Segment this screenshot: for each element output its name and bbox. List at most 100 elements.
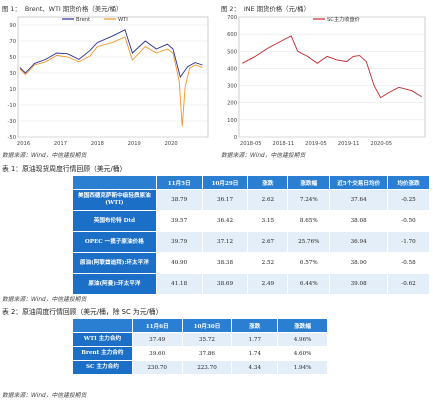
table-cell: 3.15 bbox=[247, 210, 289, 232]
table-cell: 6.44% bbox=[287, 273, 331, 295]
table2-source: 数据来源：Wind，中信建投期货 bbox=[2, 393, 87, 399]
table-cell: -0.62 bbox=[387, 273, 430, 295]
row-label: 美国西德克萨斯中级轻质原油 (WTI) bbox=[72, 189, 157, 211]
figure1-title-text: Brent、WTI 期货价格（美元/桶） bbox=[24, 5, 123, 13]
table-cell: 1.94% bbox=[277, 360, 328, 375]
table-cell: 39.60 bbox=[131, 346, 183, 361]
y-tick-label: 300 bbox=[227, 84, 237, 90]
figure1-label: 图 1： bbox=[2, 5, 21, 13]
y-tick-label: 700 bbox=[227, 15, 237, 21]
x-tick-label: 2018-11 bbox=[273, 141, 295, 147]
series-line bbox=[19, 29, 203, 79]
table2-body: WTI 主力合约 37.49 35.72 1.77 4.96% Brent 主力合约 39.… bbox=[72, 332, 328, 375]
row-label: WTI 主力合约 bbox=[72, 332, 133, 347]
column-header: 均价涨跌 bbox=[387, 175, 430, 190]
figure1-title: 图 1： Brent、WTI 期货价格（美元/桶） bbox=[2, 4, 122, 13]
plot-area bbox=[17, 16, 209, 138]
table-cell: 4.60% bbox=[277, 346, 328, 361]
table-cell: 6.57% bbox=[287, 252, 331, 274]
table-cell: 230.70 bbox=[131, 360, 183, 375]
table-cell: 4.96% bbox=[277, 332, 328, 347]
column-header: 10月29日 bbox=[201, 175, 249, 190]
row-label: 英国布伦特 Dtd bbox=[72, 210, 157, 232]
table-cell: 38.38 bbox=[201, 252, 249, 274]
table-row: 原油(阿曼):环太平洋 41.18 38.69 2.49 6.44% 39.08 -0.62 bbox=[72, 273, 430, 295]
figure1-source: 数据来源：Wind，中信建投期货 bbox=[2, 153, 87, 159]
row-label: SC 主力合约 bbox=[72, 360, 133, 375]
x-tick-label: 2018-05 bbox=[240, 141, 262, 147]
column-header: 涨跌 bbox=[231, 318, 279, 333]
table-cell: 37.64 bbox=[329, 189, 389, 211]
table-cell: 39.79 bbox=[155, 231, 203, 253]
table-cell: 36.42 bbox=[201, 210, 249, 232]
x-tick-label: 2019 bbox=[128, 141, 141, 147]
table1-body: 美国西德克萨斯中级轻质原油 (WTI) 38.79 36.17 2.62 7.24% 37… bbox=[72, 189, 430, 295]
y-tick-label: -30 bbox=[8, 119, 16, 125]
column-header bbox=[72, 318, 133, 333]
table-row: 原油(阿联酋迪拜):环太平洋 40.90 38.38 2.52 6.57% 38.90 -0… bbox=[72, 252, 430, 274]
y-tick-label: -50 bbox=[8, 135, 16, 141]
row-label: 原油(阿联酋迪拜):环太平洋 bbox=[72, 252, 157, 274]
table-cell: 35.72 bbox=[181, 332, 233, 347]
y-tick-label: 50 bbox=[9, 55, 16, 61]
table1-header-row: 11月5日 10月29日 涨跌 涨跌幅 近5个交易日均价 均价涨跌 bbox=[72, 175, 430, 190]
x-tick-label: 2016 bbox=[17, 141, 30, 147]
y-tick-label: 600 bbox=[227, 32, 237, 38]
table-cell: 39.08 bbox=[329, 273, 389, 295]
y-tick-label: 90 bbox=[9, 23, 16, 29]
table-cell: 2.52 bbox=[247, 252, 289, 274]
table-cell: 25.76% bbox=[287, 231, 331, 253]
table-cell: 4.34 bbox=[231, 360, 279, 375]
row-label: 原油(阿曼):环太平洋 bbox=[72, 273, 157, 295]
series-line bbox=[19, 36, 203, 127]
y-tick-label: 10 bbox=[9, 87, 16, 93]
chart-brent-wti: -50 -30 -10 10 30 50 70 90 2016 2017 2018 2019 2020 B… bbox=[8, 16, 209, 147]
table-cell: 38.79 bbox=[155, 189, 203, 211]
table-cell: -0.58 bbox=[387, 252, 430, 274]
y-tick-label: 500 bbox=[227, 49, 237, 55]
table-cell: 37.12 bbox=[201, 231, 249, 253]
table-row: 英国布伦特 Dtd 39.57 36.42 3.15 8.65% 38.08 -0.50 bbox=[72, 210, 430, 232]
y-tick-label: 0 bbox=[234, 135, 237, 141]
column-header: 涨跌幅 bbox=[277, 318, 328, 333]
table-cell: -0.25 bbox=[387, 189, 430, 211]
x-tick-label: 2019-11 bbox=[338, 141, 360, 147]
column-header: 11月5日 bbox=[155, 175, 203, 190]
figure2-title-text: INE 期货价格（元/桶） bbox=[243, 5, 310, 13]
row-label: OPEC 一揽子原油价格 bbox=[72, 231, 157, 253]
legend-label: Brent bbox=[76, 17, 90, 23]
table-cell: 223.70 bbox=[181, 360, 233, 375]
y-tick-label: 30 bbox=[9, 71, 16, 77]
column-header bbox=[72, 175, 157, 190]
table-spot-weekly: 11月5日 10月29日 涨跌 涨跌幅 近5个交易日均价 均价涨跌 美国西德克萨斯中级轻质… bbox=[72, 175, 430, 295]
y-tick-label: 100 bbox=[227, 118, 237, 124]
table2-header-row: 11月6日 10月30日 涨跌 涨跌幅 bbox=[72, 318, 328, 333]
table-cell: -1.70 bbox=[387, 231, 430, 253]
table-cell: 39.57 bbox=[155, 210, 203, 232]
y-tick-label: 400 bbox=[227, 66, 237, 72]
table-cell: 41.18 bbox=[155, 273, 203, 295]
column-header: 近5个交易日均价 bbox=[329, 175, 389, 190]
table-cell: 38.90 bbox=[329, 252, 389, 274]
table-cell: 37.49 bbox=[131, 332, 183, 347]
table-cell: 2.49 bbox=[247, 273, 289, 295]
table-cell: 36.94 bbox=[329, 231, 389, 253]
table-row: WTI 主力合约 37.49 35.72 1.77 4.96% bbox=[72, 332, 328, 347]
table1-source: 数据来源：Wind，中信建投期货 bbox=[2, 297, 87, 303]
plot-area bbox=[238, 16, 426, 138]
legend-label: WTI bbox=[118, 17, 128, 23]
y-tick-label: -10 bbox=[8, 103, 16, 109]
column-header: 涨跌 bbox=[247, 175, 289, 190]
row-label: Brent 主力合约 bbox=[72, 346, 133, 361]
column-header: 涨跌幅 bbox=[287, 175, 331, 190]
x-tick-label: 2017 bbox=[54, 141, 67, 147]
figure2-title: 图 2： INE 期货价格（元/桶） bbox=[221, 4, 310, 13]
table-cell: 38.69 bbox=[201, 273, 249, 295]
chart-ine-sc: 0 100 200 300 400 500 600 700 2018-05 2018-11 2019… bbox=[227, 15, 426, 147]
table2-title: 表 2：原油周度行情回顾（美元/桶，除 SC 为元/桶） bbox=[2, 308, 163, 316]
series-line bbox=[242, 35, 422, 99]
table-cell: 40.90 bbox=[155, 252, 203, 274]
table-cell: 37.86 bbox=[181, 346, 233, 361]
table-cell: 2.62 bbox=[247, 189, 289, 211]
table-cell: 1.74 bbox=[231, 346, 279, 361]
